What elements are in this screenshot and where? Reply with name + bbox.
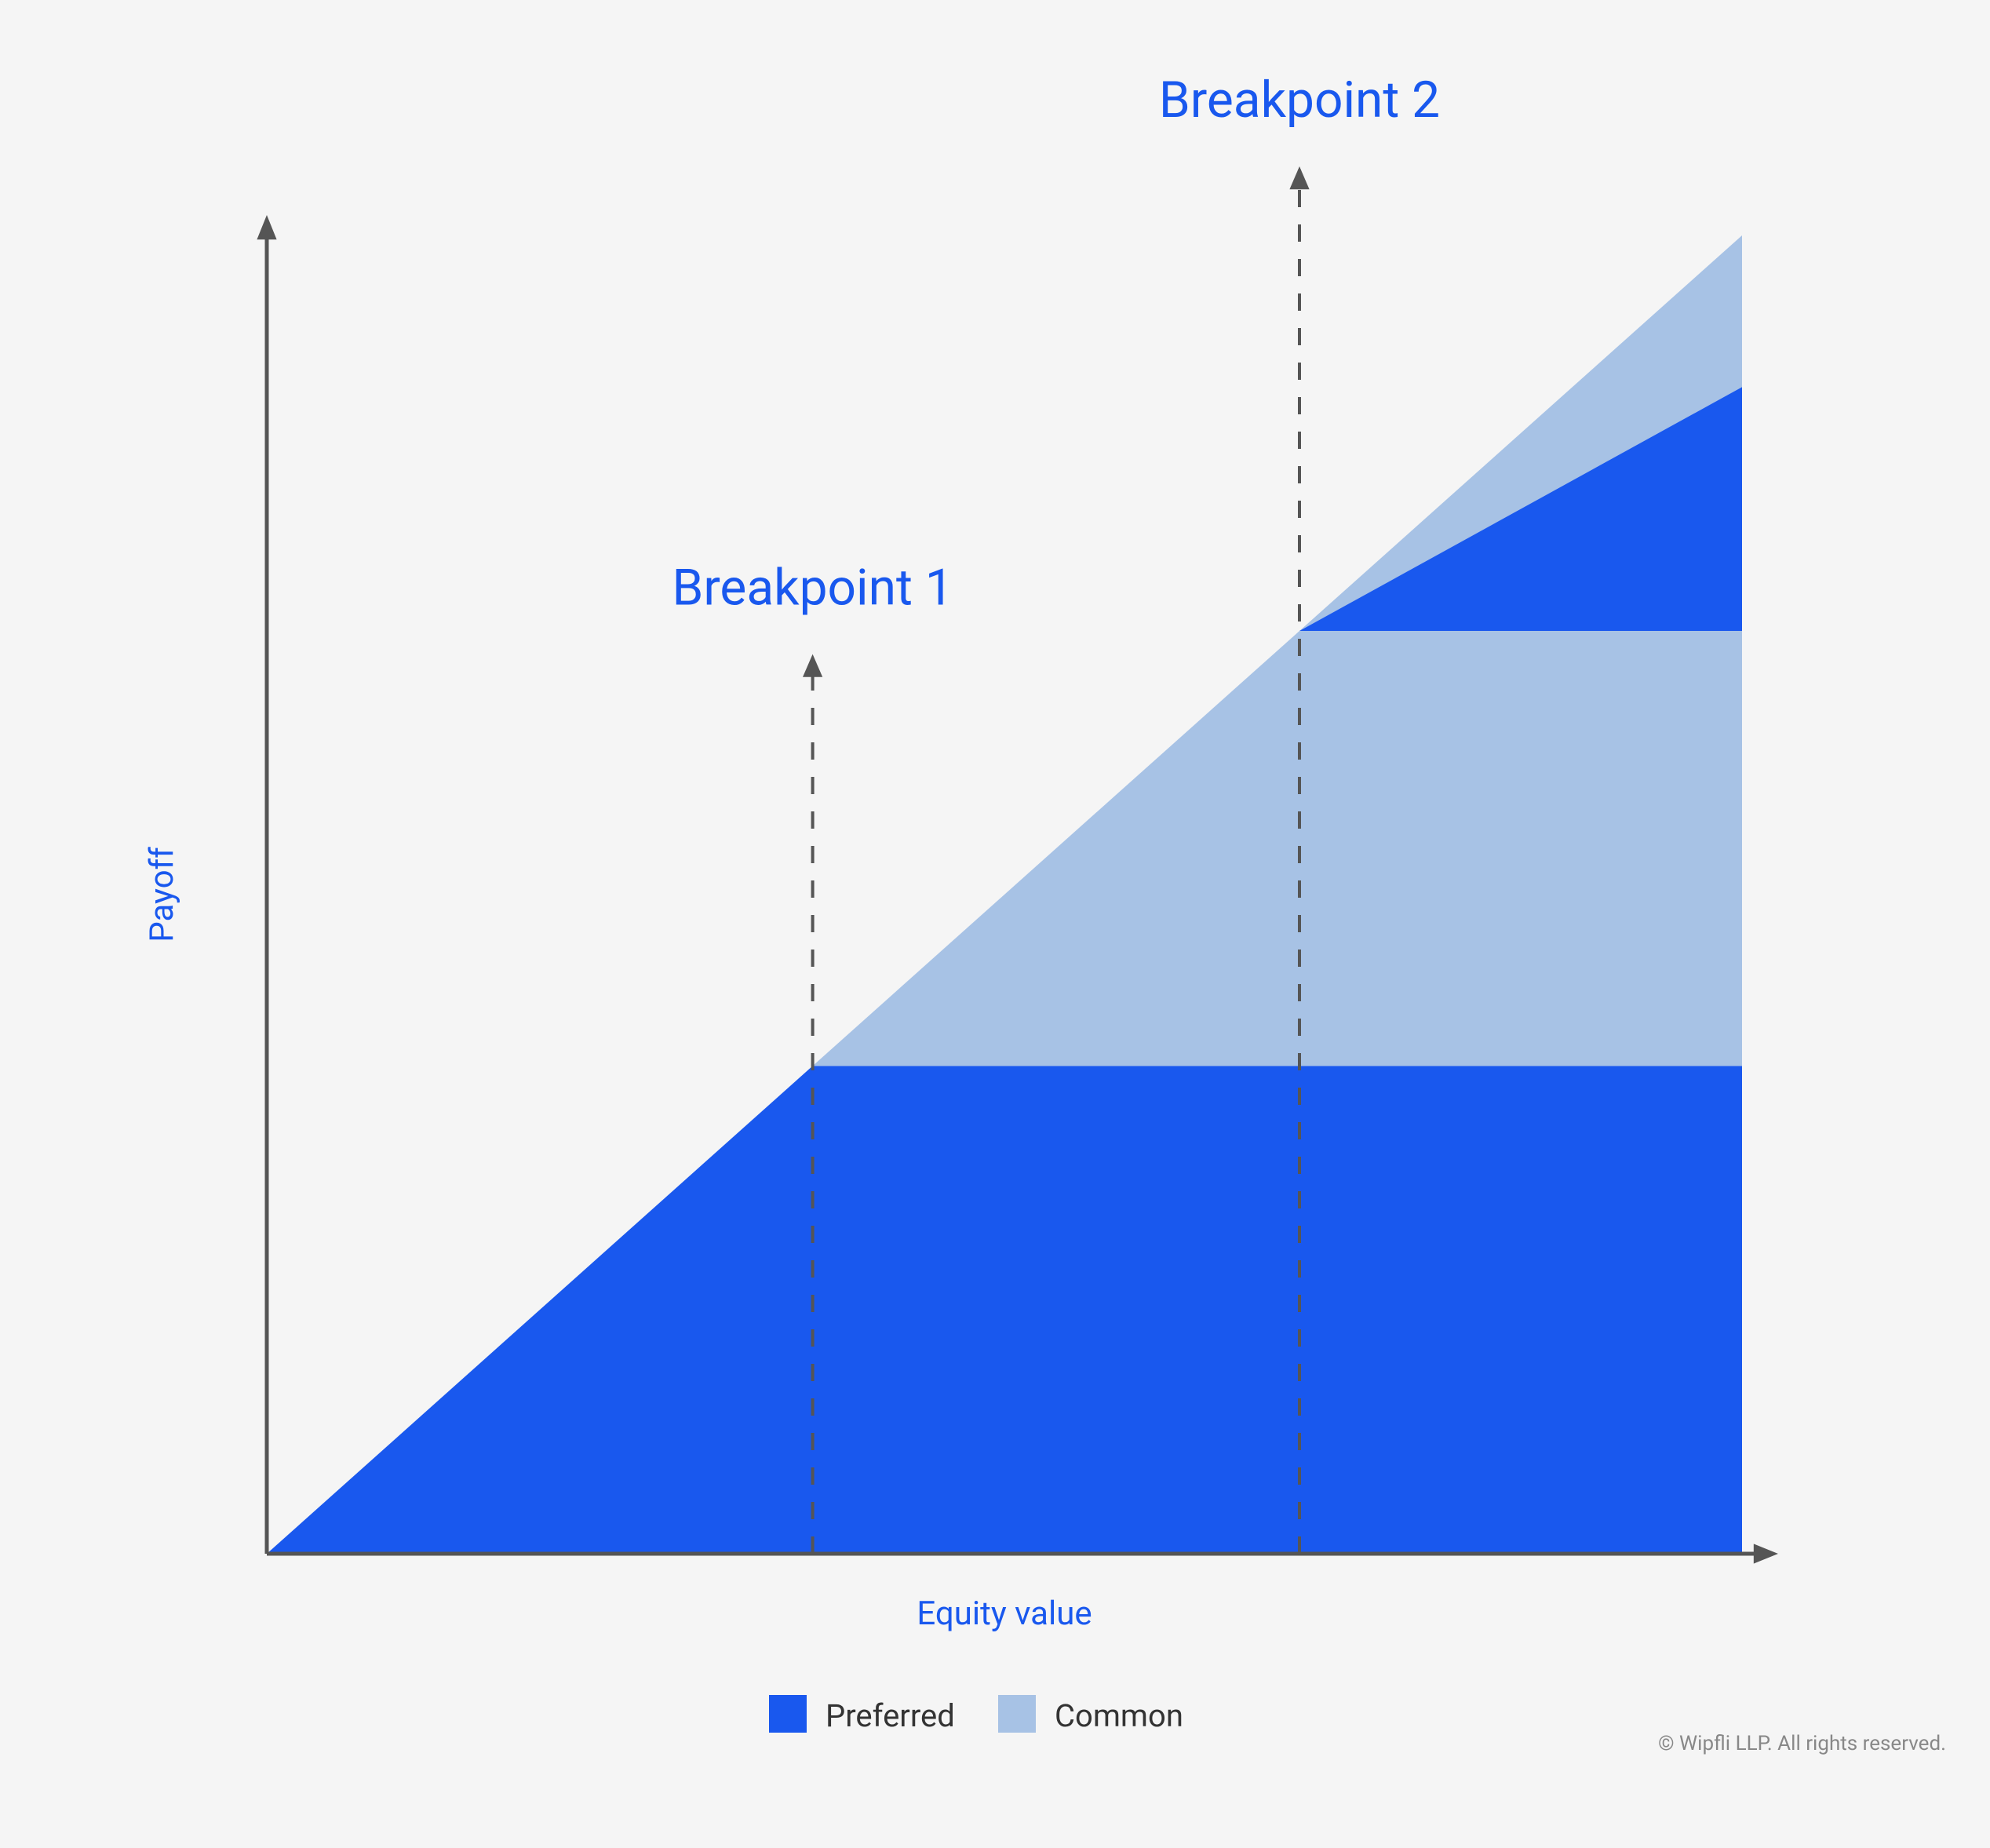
copyright-text: © Wipfli LLP. All rights reserved.	[1658, 1732, 1946, 1755]
legend-label-preferred: Preferred	[826, 1697, 955, 1734]
legend-swatch-preferred	[769, 1695, 807, 1733]
breakpoint-2-label: Breakpoint 2	[1159, 71, 1440, 129]
legend-swatch-common	[998, 1695, 1036, 1733]
legend-label-common: Common	[1055, 1697, 1183, 1734]
chart-container: Breakpoint 1 Breakpoint 2 Equity value Payo…	[0, 0, 1990, 1848]
breakpoint-1-label: Breakpoint 1	[672, 558, 953, 617]
y-axis-label: Payoff	[143, 847, 181, 942]
x-axis-label: Equity value	[917, 1595, 1092, 1633]
payoff-chart: Breakpoint 1 Breakpoint 2 Equity value Payo…	[0, 0, 1990, 1848]
